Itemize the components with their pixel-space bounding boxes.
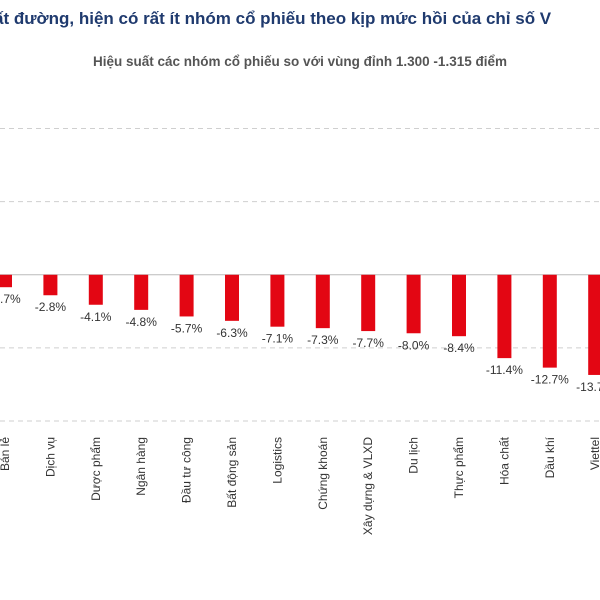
bar — [452, 274, 466, 337]
data-label: -7.7% — [353, 336, 385, 350]
x-tick-label: Bán lẻ — [0, 437, 12, 471]
bar — [43, 274, 58, 296]
bar — [134, 274, 149, 310]
x-tick-label: Hóa chất — [497, 436, 511, 485]
x-tick-label: Du lịch — [407, 437, 421, 474]
x-tick-label: Chứng khoán — [316, 437, 330, 510]
bar — [179, 274, 194, 317]
x-tick-label: Ngân hàng — [134, 437, 148, 496]
x-tick-label: Logistics — [270, 437, 284, 484]
data-label: -8.4% — [443, 341, 475, 355]
x-tick-label: Dịch vụ — [43, 437, 57, 477]
bar — [406, 274, 421, 334]
bar — [225, 274, 239, 321]
chart-title: ất đường, hiện có rất ít nhóm cổ phiếu t… — [0, 9, 552, 28]
data-label: -12.7% — [531, 373, 569, 387]
bar — [588, 274, 600, 375]
x-tick-label: Xây dựng & VLXD — [361, 437, 375, 535]
data-label: -7.3% — [307, 333, 339, 347]
chart-subtitle: Hiệu suất các nhóm cổ phiếu so với vùng … — [93, 54, 507, 69]
data-label: -2.8% — [35, 300, 67, 314]
data-label: -5.7% — [171, 321, 203, 335]
data-label: -4.1% — [80, 310, 112, 324]
x-tick-label: Thực phẩm — [452, 437, 466, 498]
bar — [542, 274, 557, 368]
data-label: -8.0% — [398, 338, 430, 352]
data-label: -6.3% — [216, 326, 248, 340]
x-tick-label: Dầu khí — [543, 436, 557, 478]
data-label: -13.7% — [576, 380, 600, 394]
bar — [88, 274, 103, 305]
x-tick-label: Viettel — [588, 437, 600, 470]
data-label: -11.4% — [486, 363, 523, 377]
bar — [361, 274, 376, 332]
data-label: -1.7% — [0, 292, 21, 306]
x-tick-label: Dược phẩm — [89, 437, 103, 501]
bar — [270, 274, 285, 327]
bar — [497, 274, 512, 359]
x-tick-label: Bất động sản — [225, 437, 239, 508]
bar — [0, 274, 12, 288]
x-tick-label: Đầu tư công — [180, 437, 194, 503]
bar — [315, 274, 330, 329]
data-label: -7.1% — [262, 332, 294, 346]
data-label: -4.8% — [126, 315, 158, 329]
